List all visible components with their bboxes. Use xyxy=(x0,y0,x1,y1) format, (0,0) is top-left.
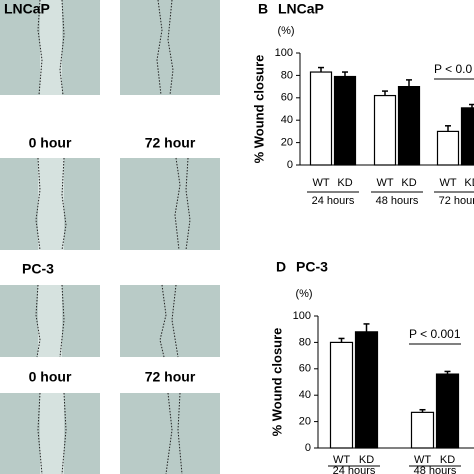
wound-gap xyxy=(40,393,64,474)
wound-edge xyxy=(37,392,67,474)
y-tick-label: 40 xyxy=(299,389,311,401)
wound-edge xyxy=(174,157,191,251)
cell-line-label: PC-3 xyxy=(22,261,54,277)
y-tick-label: 80 xyxy=(281,69,293,81)
wound-gap xyxy=(38,285,62,357)
significance-label: P < 0.0 xyxy=(434,62,472,76)
bar xyxy=(333,75,357,166)
bar xyxy=(354,331,379,449)
bar-label: KD xyxy=(401,177,416,189)
bar xyxy=(397,85,421,166)
caption: 0 hour xyxy=(29,369,72,385)
bar-label: WT xyxy=(439,177,456,189)
micrographs-top: LNCaP 0 hour 72 hour xyxy=(0,0,220,251)
micrograph xyxy=(120,158,220,250)
bar xyxy=(373,94,397,166)
chart-title: PC-3 xyxy=(296,259,328,275)
micrograph xyxy=(120,393,220,474)
wound-edge xyxy=(165,392,183,474)
bar xyxy=(435,373,460,449)
y-tick-label: 40 xyxy=(281,114,293,126)
bar xyxy=(460,107,474,166)
cell-line-label: LNCaP xyxy=(4,1,50,17)
significance-label: P < 0.001 xyxy=(409,327,461,341)
group-label: 72 hours xyxy=(439,195,474,207)
bar-label: WT xyxy=(333,454,350,466)
bar-label: WT xyxy=(414,454,431,466)
bar-label: KD xyxy=(464,177,474,189)
y-axis-label: % Wound closure xyxy=(269,328,284,437)
bar xyxy=(309,71,333,166)
y-tick-label: 20 xyxy=(281,137,293,149)
bar-label: KD xyxy=(359,454,374,466)
bar xyxy=(329,341,354,449)
micrographs-bottom: PC-3 0 hour 72 hour xyxy=(0,261,220,474)
group-label: 48 hours xyxy=(376,195,419,207)
wound-edge xyxy=(156,0,174,96)
bar xyxy=(410,411,435,449)
y-unit: (%) xyxy=(277,25,294,37)
y-tick-label: 0 xyxy=(305,442,311,454)
chart-title: LNCaP xyxy=(278,1,324,17)
y-unit: (%) xyxy=(295,288,312,300)
caption: 72 hour xyxy=(145,369,196,385)
bar-label: WT xyxy=(312,177,329,189)
y-tick-label: 80 xyxy=(299,336,311,348)
group-label: 24 hours xyxy=(333,465,376,474)
wound-edge xyxy=(159,284,179,358)
wound-edge xyxy=(37,0,65,96)
bar-label: KD xyxy=(440,454,455,466)
wound-edge xyxy=(35,284,65,358)
y-tick-label: 20 xyxy=(299,416,311,428)
group-label: 48 hours xyxy=(414,465,457,474)
micrograph xyxy=(120,285,220,357)
caption: 72 hour xyxy=(145,135,196,151)
caption: 0 hour xyxy=(29,135,72,151)
y-tick-label: 60 xyxy=(281,92,293,104)
wound-gap xyxy=(38,158,64,250)
y-tick-label: 100 xyxy=(293,310,311,322)
y-tick-label: 0 xyxy=(287,159,293,171)
y-tick-label: 100 xyxy=(275,47,293,59)
y-tick-label: 60 xyxy=(299,363,311,375)
bar-label: WT xyxy=(376,177,393,189)
panel-label: D xyxy=(276,259,286,275)
wound-gap xyxy=(40,0,62,95)
bar xyxy=(436,130,460,166)
y-axis-label: % Wound closure xyxy=(251,55,266,164)
panel-label: B xyxy=(258,1,268,17)
bar-label: KD xyxy=(337,177,352,189)
wound-edge xyxy=(35,157,67,251)
micrograph xyxy=(120,0,220,95)
group-label: 24 hours xyxy=(312,195,355,207)
